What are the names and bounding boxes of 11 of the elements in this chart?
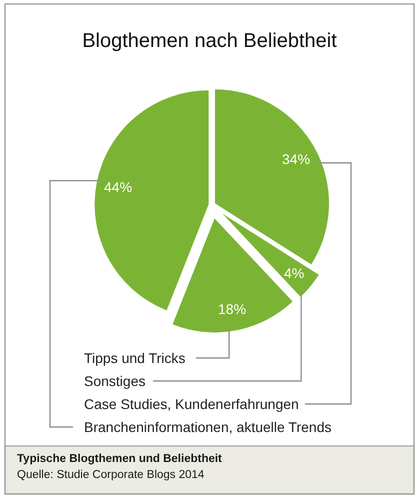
slice-label: Sonstiges <box>84 373 146 389</box>
source-note: Quelle: Studie Corporate Blogs 2014 <box>17 469 205 481</box>
data-label: 4% <box>284 265 304 281</box>
data-label: 34% <box>282 151 310 167</box>
slice-label: Brancheninformationen, aktuelle Trends <box>84 419 332 435</box>
slice-label: Case Studies, Kundenerfahrungen <box>84 396 299 412</box>
slice-label: Tipps und Tricks <box>84 350 186 366</box>
text: Typische Blogthemen und Beliebtheit <box>17 453 222 465</box>
data-label: 44% <box>104 179 132 195</box>
data-label: 18% <box>218 301 246 317</box>
chart-title: Blogthemen nach Beliebtheit <box>82 30 338 52</box>
